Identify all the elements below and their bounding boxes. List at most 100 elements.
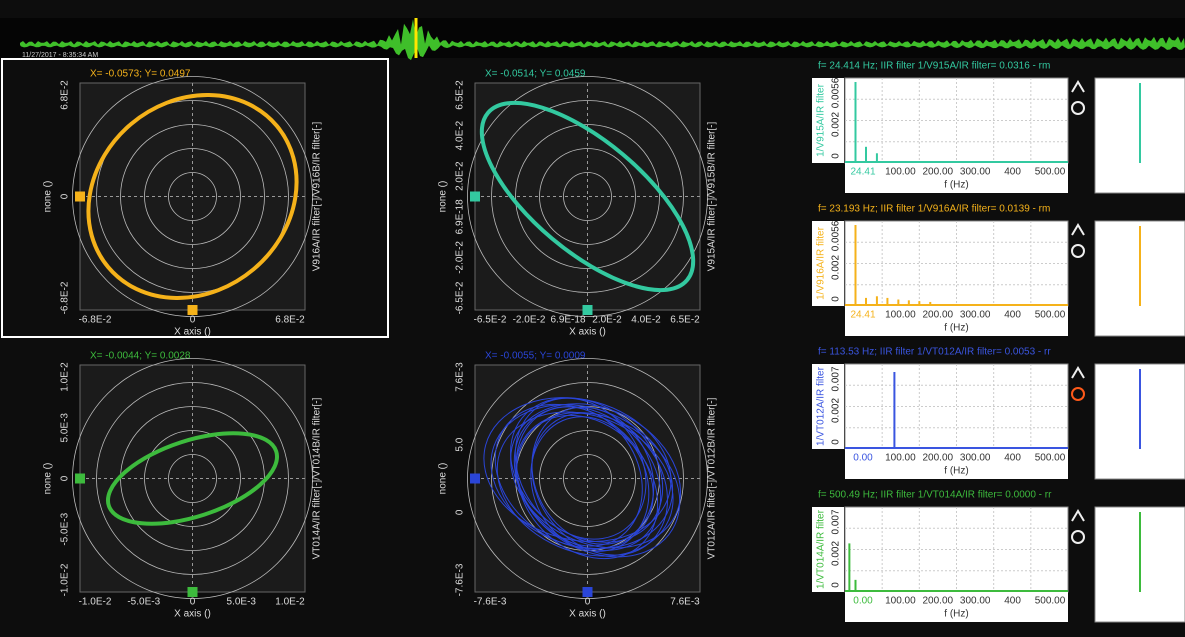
- y-tick-label: 0: [831, 439, 842, 445]
- x-tick-label: 500.00: [1035, 310, 1066, 321]
- selected-panel: [1, 58, 389, 338]
- y-axis-label: 1/VT012A/IR filter: [816, 366, 827, 446]
- x-tick-label: 6.8E-2: [275, 315, 305, 326]
- orbit-trace: [105, 431, 280, 526]
- y-marker: [75, 191, 85, 202]
- orbit-trace: [513, 406, 662, 551]
- x-tick-label: 5.0E-3: [227, 597, 257, 608]
- x-tick-label: -5.0E-3: [127, 597, 160, 608]
- scroll-up-button[interactable]: [1071, 80, 1085, 93]
- x-label-bg: [845, 449, 1068, 479]
- x-tick-label: 100.00: [885, 167, 916, 178]
- x-axis-label: X axis (): [569, 609, 606, 620]
- y-tick-label: -1.0E-2: [60, 563, 71, 596]
- x-tick-label: 0: [190, 315, 196, 326]
- y-tick-label: 7.6E-3: [455, 362, 466, 392]
- x-marker: [187, 587, 198, 597]
- y-tick-label: 2.0E-2: [455, 161, 466, 191]
- y-tick-label: 0: [455, 509, 466, 515]
- x-tick-label: 400: [1004, 167, 1021, 178]
- polar-ring: [539, 430, 636, 527]
- polar-ring: [539, 148, 636, 245]
- y-tick-label: 0.002: [831, 541, 842, 566]
- polar-ring: [491, 100, 684, 293]
- orbit-trace: [479, 100, 696, 293]
- x-tick-label: 200.00: [923, 596, 954, 607]
- x-label-bg: [845, 592, 1068, 622]
- polar-ring: [467, 358, 708, 599]
- spectrum-header: f= 500.49 Hz; IIR filter 1/VT014A/IR fil…: [818, 490, 1052, 501]
- x-tick-label: 300.00: [960, 167, 991, 178]
- y-label-bg: [812, 364, 844, 449]
- x-label-bg: [845, 163, 1068, 193]
- y-tick-label: 0: [60, 193, 71, 199]
- crosshair-button[interactable]: [1071, 530, 1085, 544]
- y-tick-label: 1.0E-2: [60, 362, 71, 392]
- cursor-readout: X= -0.0514; Y= 0.0459: [485, 69, 586, 80]
- y-tick-label: 6.8E-2: [60, 80, 71, 110]
- y-tick-label: 0: [831, 582, 842, 588]
- y-tick-label: 0: [831, 153, 842, 159]
- polar-ring: [491, 382, 684, 575]
- x-tick-label: 400: [1004, 453, 1021, 464]
- polar-ring: [563, 172, 612, 221]
- polar-ring: [467, 76, 708, 317]
- spectrum-header: f= 113.53 Hz; IIR filter 1/VT012A/IR fil…: [818, 347, 1051, 358]
- spectrum-header: f= 24.414 Hz; IIR filter 1/V915A/IR filt…: [818, 61, 1050, 72]
- y-axis-label: none (): [438, 181, 449, 213]
- scroll-up-button[interactable]: [1071, 223, 1085, 236]
- crosshair-button[interactable]: [1071, 387, 1085, 401]
- y-label-bg: [812, 78, 844, 163]
- polar-ring: [515, 124, 660, 269]
- x-tick-label: -7.6E-3: [474, 597, 507, 608]
- scroll-up-button[interactable]: [1071, 366, 1085, 379]
- orbit-trace: [531, 412, 669, 556]
- y-label-bg: [812, 221, 844, 306]
- y-marker: [470, 473, 480, 484]
- x-tick-label: 400: [1004, 310, 1021, 321]
- y-tick-label: 6.9E-18: [455, 199, 466, 234]
- x-tick-label: 400: [1004, 596, 1021, 607]
- y-tick-label: 4.0E-2: [455, 120, 466, 150]
- channel-label: VT014A/IR filter[-]/VT014B/IR filter[-]: [312, 397, 323, 559]
- orbit-trace: [496, 411, 674, 557]
- x-tick-label: 7.6E-3: [670, 597, 700, 608]
- polar-ring: [144, 430, 241, 527]
- polar-ring: [563, 454, 612, 503]
- x-axis-label: f (Hz): [944, 180, 968, 191]
- y-tick-label: 0.002: [831, 112, 842, 137]
- x-axis-label: f (Hz): [944, 609, 968, 620]
- orbit-trace: [515, 406, 643, 547]
- polar-ring: [168, 172, 217, 221]
- x-marker: [187, 305, 198, 315]
- y-tick-label: 6.5E-2: [455, 80, 466, 110]
- x-axis-label: f (Hz): [944, 466, 968, 477]
- y-tick-label: 0: [60, 475, 71, 481]
- x-tick-label: 4.0E-2: [631, 315, 661, 326]
- x-tick-label: 0: [585, 597, 591, 608]
- x-tick-label: 6.9E-18: [550, 315, 585, 326]
- scroll-up-button[interactable]: [1071, 509, 1085, 522]
- orbit-trace: [494, 403, 654, 550]
- crosshair-button[interactable]: [1071, 244, 1085, 258]
- y-tick-label: 0.0056: [831, 220, 842, 251]
- polar-ring: [120, 124, 265, 269]
- x-axis-label: f (Hz): [944, 323, 968, 334]
- cursor-readout: X= -0.0044; Y= 0.0028: [90, 351, 191, 362]
- polar-ring: [72, 76, 313, 317]
- x-tick-label: 0.00: [853, 453, 873, 464]
- x-tick-label: -6.5E-2: [474, 315, 507, 326]
- x-axis-label: X axis (): [174, 609, 211, 620]
- y-marker: [75, 473, 85, 484]
- orbit-trace: [86, 93, 299, 300]
- x-tick-label: 500.00: [1035, 453, 1066, 464]
- y-tick-label: -6.5E-2: [455, 281, 466, 314]
- crosshair-button[interactable]: [1071, 101, 1085, 115]
- y-tick-label: -2.0E-2: [455, 241, 466, 274]
- x-tick-label: 2.0E-2: [592, 315, 622, 326]
- orbit-trace: [514, 397, 647, 540]
- polar-ring: [96, 100, 289, 293]
- x-tick-label: -2.0E-2: [513, 315, 546, 326]
- waveform-strip: [0, 18, 1185, 58]
